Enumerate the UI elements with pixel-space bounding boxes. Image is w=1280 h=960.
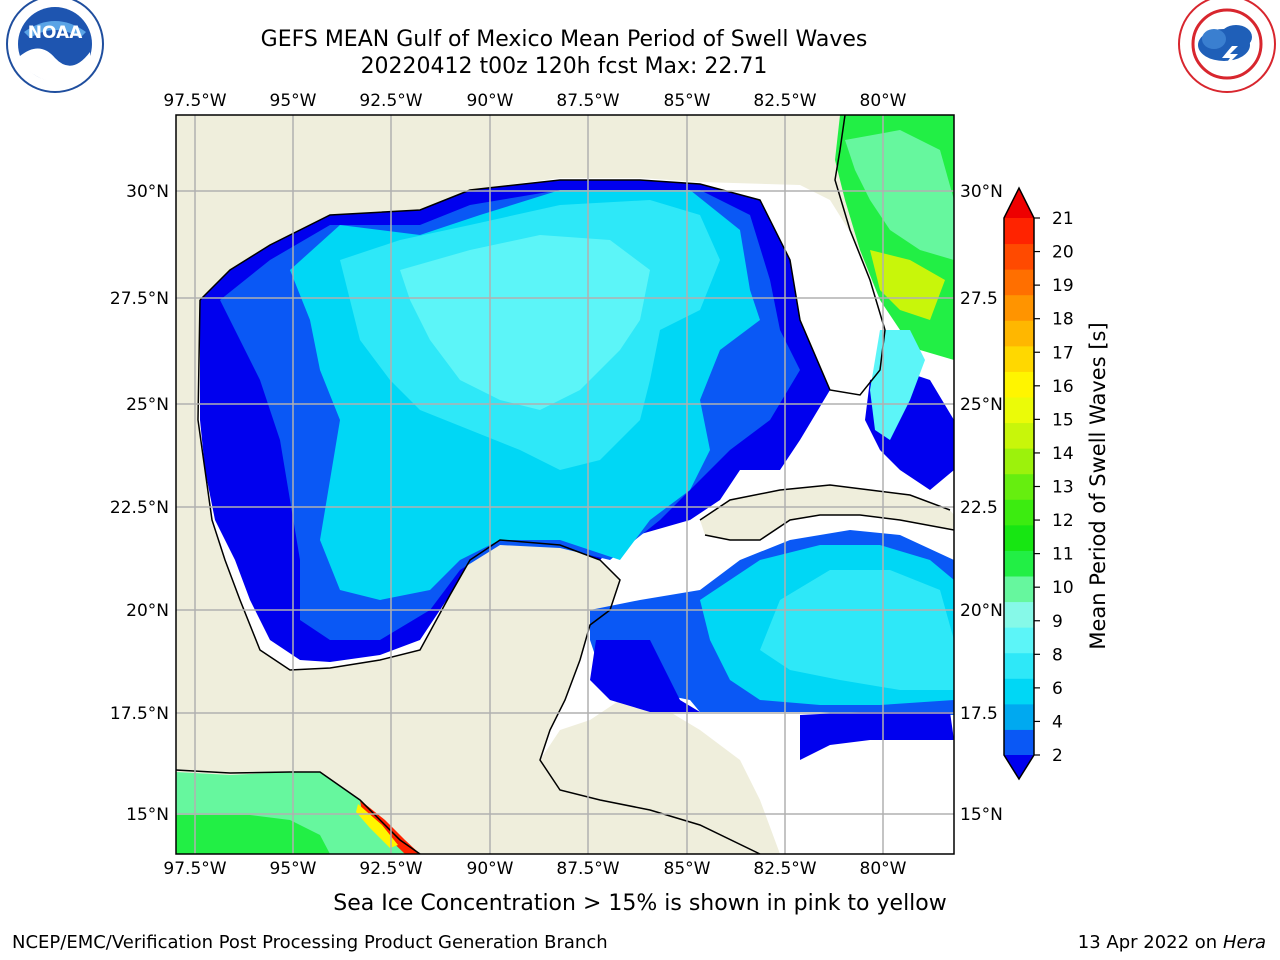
colorbar-extend-low <box>1004 755 1034 779</box>
colorbar-tick-label: 2 <box>1052 746 1063 766</box>
lat-tick-right: 17.5 <box>960 704 998 724</box>
colorbar-segment <box>1004 422 1034 449</box>
colorbar-segments <box>1003 186 1035 781</box>
colorbar-tick-label: 8 <box>1052 645 1063 665</box>
lon-tick-bottom: 85°W <box>664 859 711 879</box>
colorbar-segment <box>1004 320 1034 347</box>
colorbar-tick-label: 15 <box>1052 410 1074 430</box>
lon-tick-top: 97.5°W <box>163 91 226 111</box>
colorbar-tick-label: 13 <box>1052 478 1074 498</box>
colorbar-segment <box>1004 294 1034 321</box>
lon-tick-bottom: 97.5°W <box>163 859 226 879</box>
map-frame <box>175 114 955 855</box>
colorbar: 21 20 19 18 17 16 15 14 13 12 11 10 9 8 6 4 2 Mean Perio… <box>1003 186 1110 781</box>
lat-tick-right: 27.5 <box>960 289 998 309</box>
colorbar-segment <box>1004 473 1034 500</box>
colorbar-segment <box>1004 218 1034 245</box>
lon-tick-top: 85°W <box>664 91 711 111</box>
lon-ticks-bottom: 97.5°W 95°W 92.5°W 90°W 87.5°W 85°W 82.5… <box>163 859 906 879</box>
gridlines <box>176 115 954 854</box>
colorbar-label: Mean Period of Swell Waves [s] <box>1086 322 1110 649</box>
lat-tick-right: 30°N <box>960 182 1003 202</box>
sea-ice-note: Sea Ice Concentration > 15% is shown in … <box>0 891 1280 916</box>
lon-tick-bottom: 90°W <box>467 859 514 879</box>
credit-date: 13 Apr 2022 on <box>1077 932 1218 953</box>
lat-ticks-right: 30°N 27.5 25°N 22.5 20°N 17.5 15°N <box>960 182 1003 825</box>
land-mass <box>176 115 954 854</box>
credit-right: 13 Apr 2022 on Hera <box>1078 932 1266 953</box>
lon-tick-bottom: 82.5°W <box>753 859 816 879</box>
lon-tick-bottom: 92.5°W <box>359 859 422 879</box>
colorbar-segment <box>1004 269 1034 296</box>
colorbar-tick-label: 6 <box>1052 679 1063 699</box>
colorbar-segment <box>1004 397 1034 424</box>
lon-ticks-top: 97.5°W 95°W 92.5°W 90°W 87.5°W 85°W 82.5… <box>163 91 906 111</box>
lon-tick-top: 82.5°W <box>753 91 816 111</box>
lat-tick-right: 20°N <box>960 601 1003 621</box>
credit-host: Hera <box>1222 932 1266 953</box>
lon-tick-bottom: 87.5°W <box>556 859 619 879</box>
nws-logo <box>1178 0 1276 93</box>
lon-tick-top: 95°W <box>270 91 317 111</box>
colorbar-segment <box>1004 345 1034 372</box>
lat-tick-left: 27.5°N <box>110 289 169 309</box>
colorbar-segment <box>1004 371 1034 398</box>
lat-tick-left: 22.5°N <box>110 498 169 518</box>
noaa-logo: NOAA <box>6 0 104 93</box>
colorbar-tick-label: 12 <box>1052 511 1074 531</box>
colorbar-tick-label: 16 <box>1052 377 1074 397</box>
lon-tick-top: 87.5°W <box>556 91 619 111</box>
lat-tick-left: 25°N <box>126 395 169 415</box>
colorbar-segment <box>1004 729 1034 756</box>
colorbar-tick-label: 9 <box>1052 612 1063 632</box>
lat-tick-right: 22.5 <box>960 498 998 518</box>
colorbar-segment <box>1004 703 1034 730</box>
lon-tick-top: 80°W <box>860 91 907 111</box>
lat-tick-left: 17.5°N <box>110 704 169 724</box>
colorbar-tick-label: 19 <box>1052 276 1074 296</box>
colorbar-segment <box>1004 550 1034 577</box>
lon-tick-bottom: 80°W <box>860 859 907 879</box>
coastlines <box>176 115 954 854</box>
lat-tick-right: 25°N <box>960 395 1003 415</box>
lat-tick-left: 20°N <box>126 601 169 621</box>
lon-tick-bottom: 95°W <box>270 859 317 879</box>
plot-subtitle: 20220412 t00z 120h fcst Max: 22.71 <box>360 54 768 79</box>
colorbar-ticks: 21 20 19 18 17 16 15 14 13 12 11 10 9 8 6 4 2 <box>1034 209 1074 766</box>
colorbar-segment <box>1004 576 1034 603</box>
colorbar-segment <box>1004 448 1034 475</box>
lat-ticks-left: 30°N 27.5°N 25°N 22.5°N 20°N 17.5°N 15°N <box>110 182 169 825</box>
plot-title: GEFS MEAN Gulf of Mexico Mean Period of … <box>260 27 868 52</box>
credit-left: NCEP/EMC/Verification Post Processing Pr… <box>12 932 608 953</box>
colorbar-tick-label: 17 <box>1052 343 1074 363</box>
sea-ice-note-text: Sea Ice Concentration > 15% is shown in … <box>333 891 947 916</box>
colorbar-segment <box>1004 627 1034 654</box>
colorbar-tick-label: 10 <box>1052 578 1074 598</box>
lon-tick-top: 92.5°W <box>359 91 422 111</box>
colorbar-tick-label: 11 <box>1052 545 1074 565</box>
colorbar-segment <box>1004 601 1034 628</box>
swell-period-field <box>176 115 954 854</box>
colorbar-segment <box>1004 652 1034 679</box>
colorbar-tick-label: 21 <box>1052 209 1074 229</box>
colorbar-segment <box>1004 678 1034 705</box>
colorbar-segment <box>1004 499 1034 526</box>
colorbar-tick-label: 18 <box>1052 310 1074 330</box>
lat-tick-right: 15°N <box>960 805 1003 825</box>
noaa-logo-text: NOAA <box>28 23 83 43</box>
lon-tick-top: 90°W <box>467 91 514 111</box>
colorbar-segment <box>1004 524 1034 551</box>
colorbar-segment <box>1004 243 1034 270</box>
colorbar-tick-label: 20 <box>1052 243 1074 263</box>
lat-tick-left: 30°N <box>126 182 169 202</box>
colorbar-tick-label: 4 <box>1052 712 1063 732</box>
colorbar-extend-high <box>1004 188 1034 218</box>
colorbar-tick-label: 14 <box>1052 444 1074 464</box>
map-plot-area <box>176 115 954 854</box>
lat-tick-left: 15°N <box>126 805 169 825</box>
